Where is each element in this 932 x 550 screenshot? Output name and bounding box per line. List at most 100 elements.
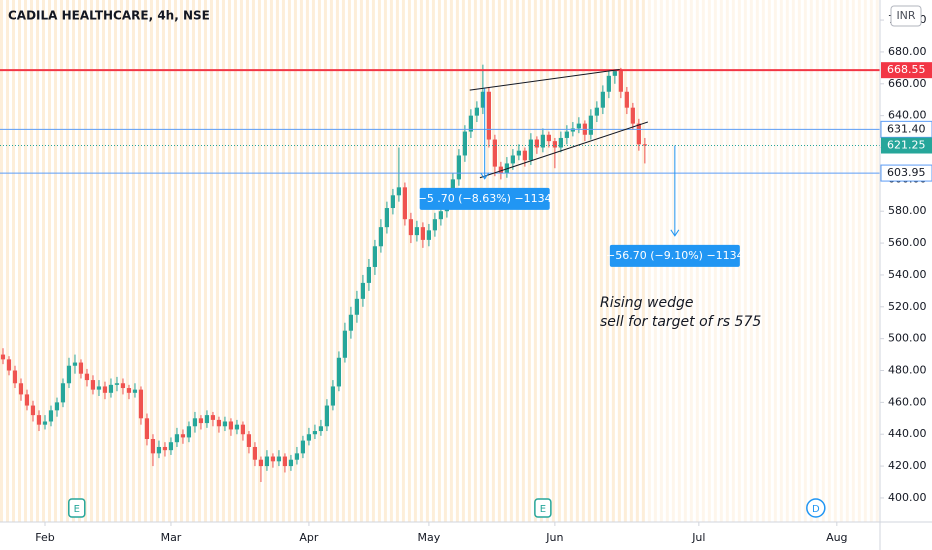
session-stripe [461,0,465,522]
session-stripe [137,0,141,522]
session-stripe [227,0,231,522]
candle-body [78,362,84,374]
session-stripe [443,0,447,522]
candle-body [642,144,647,146]
session-stripe [779,0,783,522]
session-stripe [491,0,495,522]
candle-body [522,150,527,161]
candle-body [264,456,270,467]
session-stripe [833,0,837,522]
session-stripe [797,0,801,522]
candle-body [492,139,497,167]
session-stripe [587,0,591,522]
session-stripe [803,0,807,522]
candle-body [510,155,515,164]
session-stripe [5,0,9,522]
session-stripe [305,0,309,522]
candle-body [540,134,545,148]
session-stripe [71,0,75,522]
x-tick-label: Aug [826,531,847,544]
y-tick-label: 680.00 [888,45,927,58]
session-stripe [581,0,585,522]
session-stripe [839,0,843,522]
candle-body [498,166,503,173]
candle-body [252,446,258,460]
session-stripe [743,0,747,522]
candle-body [84,373,90,381]
candle-body [618,71,623,92]
session-stripe [521,0,525,522]
session-stripe [311,0,315,522]
x-tick-label: Apr [299,531,319,544]
session-stripe [359,0,363,522]
session-stripe [173,0,177,522]
candle-body [324,405,330,427]
currency[interactable]: INR [896,9,915,22]
session-stripe [83,0,87,522]
last-price-label: 621.25 [887,139,926,152]
session-stripe [755,0,759,522]
session-stripe [479,0,483,522]
candle-body [288,459,294,467]
session-stripe [281,0,285,522]
candle-body [594,107,599,116]
y-tick-label: 540.00 [888,268,927,281]
session-stripe [419,0,423,522]
session-stripe [533,0,537,522]
candle-body [174,434,180,443]
session-stripe [275,0,279,522]
session-stripe [569,0,573,522]
candle-body [54,402,60,411]
y-tick-label: 660.00 [888,77,927,90]
currency-box[interactable] [890,5,922,27]
candle-body [18,383,24,395]
chart-title: CADILA HEALTHCARE, 4h, NSE [8,9,210,23]
event-label: D [812,504,820,515]
session-stripe [221,0,225,522]
candle-body [180,434,186,438]
candle-body [384,208,390,228]
session-stripe [407,0,411,522]
measure-box [419,187,550,210]
candle-body [438,211,443,220]
session-stripe [539,0,543,522]
session-stripe [365,0,369,522]
candle-body [402,187,408,220]
candle-body [300,440,306,454]
candle-body [432,219,438,231]
candle-body [240,424,246,435]
candle-body [24,394,30,406]
session-stripe [413,0,417,522]
session-stripe [161,0,165,522]
session-stripe [821,0,825,522]
session-stripe [41,0,45,522]
candle-body [306,434,312,441]
session-stripe [47,0,51,522]
session-stripe [353,0,357,522]
candle-body [354,298,360,315]
session-stripe [251,0,255,522]
session-stripe [239,0,243,522]
session-stripe [299,0,303,522]
session-stripe [143,0,147,522]
session-stripe [593,0,597,522]
session-stripe [191,0,195,522]
candle-body [0,354,6,360]
session-stripe [515,0,519,522]
session-stripe [317,0,321,522]
candle-body [114,383,120,385]
candle-body [108,384,114,393]
candle-body [126,388,132,393]
session-stripe [341,0,345,522]
session-stripe [233,0,237,522]
session-stripe [77,0,81,522]
session-stripe [557,0,561,522]
session-stripe [863,0,867,522]
session-stripe [293,0,297,522]
price-label-box [881,62,932,79]
session-stripe [497,0,501,522]
session-stripe [395,0,399,522]
session-stripe [119,0,123,522]
candle-body [282,456,288,467]
